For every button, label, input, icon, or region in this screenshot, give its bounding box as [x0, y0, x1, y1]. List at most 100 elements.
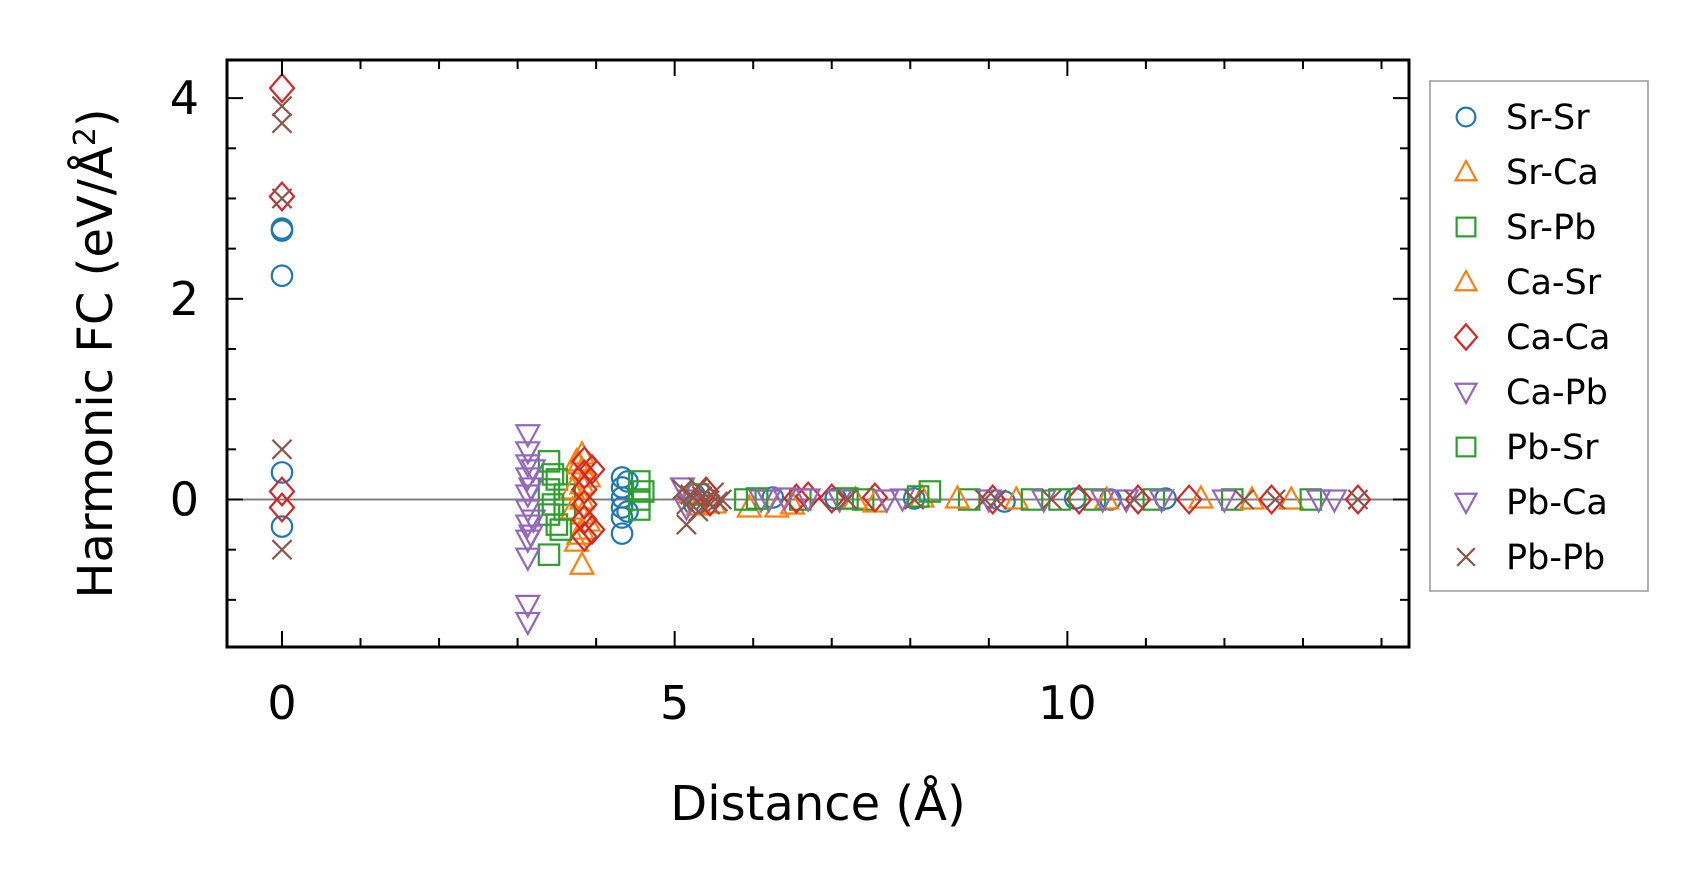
data-point — [906, 485, 930, 508]
data-point — [745, 487, 769, 510]
series-pb-pb — [271, 95, 1369, 561]
data-point — [986, 489, 1008, 510]
data-point — [575, 507, 602, 532]
data-point — [687, 501, 709, 522]
data-point — [1142, 488, 1166, 511]
data-point — [578, 514, 606, 546]
legend-entry: Pb-Pb — [1456, 538, 1605, 578]
data-point — [1233, 489, 1255, 510]
data-point — [271, 95, 293, 117]
data-point — [1299, 488, 1323, 511]
legend-entry: Sr-Sr — [1455, 98, 1590, 138]
data-point — [610, 496, 634, 519]
legend-label: Sr-Pb — [1506, 208, 1596, 248]
data-point — [545, 468, 569, 491]
data-point — [631, 480, 655, 503]
plot-frame — [225, 58, 1411, 649]
x-tick-label: 0 — [267, 676, 296, 730]
data-point — [514, 547, 542, 573]
data-point — [1347, 489, 1369, 510]
legend-entry: Sr-Ca — [1453, 153, 1599, 193]
legend-label: Ca-Pb — [1506, 373, 1608, 413]
data-point — [514, 441, 542, 466]
data-point — [1175, 484, 1203, 515]
data-point — [610, 522, 634, 545]
data-point — [782, 483, 810, 514]
x-tick-label: 10 — [1038, 676, 1097, 730]
data-point — [549, 518, 573, 541]
legend-label: Sr-Ca — [1506, 153, 1599, 193]
data-point — [1277, 485, 1305, 510]
data-point — [944, 484, 971, 509]
data-point — [517, 524, 545, 549]
series-sr-ca — [563, 440, 1305, 575]
data-point — [514, 611, 542, 637]
data-point — [270, 515, 294, 538]
legend-marker — [1455, 216, 1477, 238]
data-point — [616, 500, 639, 523]
legend-entry: Pb-Sr — [1455, 428, 1599, 468]
data-point — [537, 543, 561, 566]
x-tick-label: 5 — [660, 676, 689, 730]
data-point — [851, 488, 875, 511]
data-point — [1089, 489, 1116, 514]
legend-label: Pb-Ca — [1506, 483, 1608, 523]
data-point — [514, 454, 542, 479]
data-point — [1041, 489, 1063, 510]
data-point — [271, 188, 293, 209]
data-point — [918, 480, 942, 503]
data-point — [514, 424, 542, 449]
data-point — [794, 488, 822, 513]
data-point — [514, 594, 542, 620]
y-axis-title-superscript: 2 — [68, 127, 103, 146]
legend-entry: Ca-Pb — [1453, 373, 1608, 413]
data-point — [669, 477, 696, 502]
legend-marker — [1455, 436, 1477, 458]
data-point — [761, 486, 785, 509]
data-point — [779, 490, 806, 515]
x-axis-title: Distance (Å) — [670, 775, 965, 832]
data-point — [707, 491, 729, 512]
legend-label: Sr-Sr — [1506, 98, 1590, 138]
data-point — [1048, 488, 1071, 511]
data-point — [268, 492, 296, 524]
series-ca-pb — [514, 424, 1348, 637]
data-point — [541, 493, 565, 516]
data-point — [578, 453, 606, 485]
data-point — [1187, 484, 1215, 509]
data-point — [610, 506, 634, 529]
legend-entry: Ca-Ca — [1453, 318, 1610, 358]
legend-entry: Ca-Sr — [1453, 263, 1602, 303]
series-ca-ca — [268, 72, 1372, 553]
legend-marker — [1453, 492, 1479, 516]
data-point — [268, 475, 296, 507]
data-point — [902, 487, 926, 510]
data-point — [755, 489, 783, 514]
data-point — [699, 494, 721, 515]
data-point — [570, 521, 598, 553]
data-point — [268, 72, 296, 104]
data-point — [570, 473, 598, 505]
data-point — [628, 498, 651, 521]
data-point — [1211, 489, 1238, 514]
y-axis-title: Harmonic FC (eV/Å2) — [67, 108, 124, 598]
data-point — [1321, 489, 1348, 514]
data-point — [271, 539, 293, 561]
legend-label: Ca-Sr — [1506, 263, 1602, 303]
legend-marker — [1453, 322, 1479, 352]
data-point — [1220, 488, 1244, 511]
data-point — [1083, 488, 1107, 511]
data-point — [711, 489, 733, 510]
legend-entry: Pb-Ca — [1453, 483, 1608, 523]
data-point — [1020, 488, 1044, 511]
data-point — [520, 509, 547, 534]
legend-marker — [1453, 382, 1479, 406]
y-tick-label: 2 — [170, 272, 199, 326]
legend-label: Pb-Sr — [1506, 428, 1599, 468]
series-pb-sr — [541, 463, 1071, 541]
data-point — [903, 489, 925, 510]
data-point — [873, 489, 900, 514]
data-point — [270, 461, 294, 484]
data-point — [570, 458, 598, 490]
legend-marker — [1456, 547, 1476, 567]
